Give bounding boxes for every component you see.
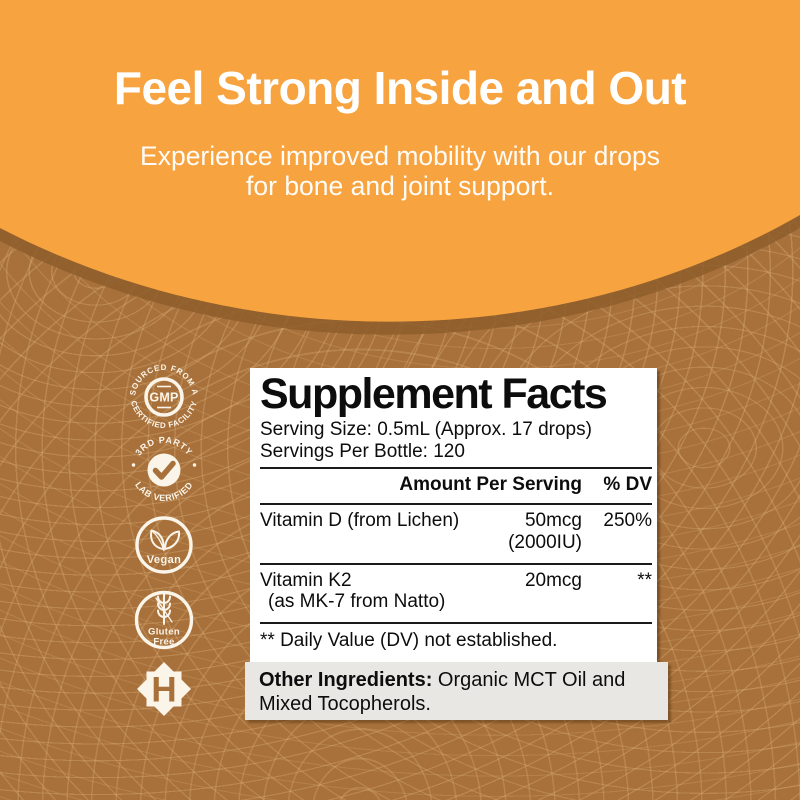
column-percent-dv: % DV <box>603 474 652 496</box>
nutrient-dv: 250% <box>603 509 652 531</box>
brand-logo: H <box>137 662 191 716</box>
vegan-ring <box>135 516 193 574</box>
facts-header-row: Amount Per Serving % DV <box>260 469 652 499</box>
serving-size: Serving Size: 0.5mL (Approx. 17 drops) <box>260 419 592 440</box>
nutrient-amount: 20mcg <box>524 569 582 591</box>
banner-subtitle-line2: for bone and joint support. <box>246 171 554 202</box>
third-party-lab-verified-badge: 3RD PARTY LAB VERIFIED <box>131 435 197 503</box>
table-row-vitamin-d: Vitamin D (from Lichen) 50mcg (2000IU) 2… <box>260 505 652 559</box>
supplement-facts-panel: Supplement Facts Serving Size: 0.5mL (Ap… <box>250 368 657 662</box>
divider <box>260 622 652 625</box>
vegan-label: Vegan <box>147 554 181 566</box>
third-party-dot-left <box>131 463 136 467</box>
brand-letter: H <box>151 671 176 710</box>
nutrient-name: Vitamin K2 (as MK-7 from Natto) <box>260 569 446 613</box>
gluten-free-badge: Gluten Free <box>134 590 194 650</box>
gmp-center-label: GMP <box>149 391 178 405</box>
vegan-badge: Vegan <box>135 516 193 574</box>
banner-curve <box>0 0 800 335</box>
nutrient-amount: 50mcg (2000IU) <box>508 509 582 553</box>
banner-subtitle: Experience improved mobility with our dr… <box>0 141 800 201</box>
gluten-free-ring <box>134 590 194 650</box>
other-ingredients-band: Other Ingredients: Organic MCT Oil and M… <box>245 662 668 720</box>
divider <box>260 502 652 505</box>
third-party-dot-right <box>192 463 197 467</box>
dv-footnote: ** Daily Value (DV) not established. <box>260 630 558 652</box>
gluten-free-label-line1: Gluten <box>148 627 180 638</box>
wheat-icon <box>155 593 173 625</box>
divider <box>260 562 652 565</box>
table-row-vitamin-k2: Vitamin K2 (as MK-7 from Natto) 20mcg ** <box>260 565 652 619</box>
banner-heading: Feel Strong Inside and Out <box>113 62 687 114</box>
banner-subtitle-line1: Experience improved mobility with our dr… <box>140 141 660 171</box>
gmp-ring-icon <box>144 377 184 417</box>
nutrient-dv: ** <box>637 569 652 591</box>
supplement-facts-title: Supplement Facts <box>260 370 608 418</box>
divider <box>260 467 652 470</box>
other-ingredients-text: Organic MCT Oil and Mixed Tocopherols. <box>259 669 626 715</box>
other-ingredients-label: Other Ingredients: <box>259 669 433 691</box>
leaf-icon <box>150 529 181 552</box>
banner-curve-fill <box>0 0 800 322</box>
check-icon <box>152 460 176 480</box>
star-seal-icon <box>137 662 191 716</box>
gluten-free-label-line2: Free <box>153 637 174 648</box>
gmp-badge: SOURCED FROM A CERTIFIED FACILITY GMP <box>128 363 199 430</box>
servings-per-bottle: Servings Per Bottle: 120 <box>260 441 465 463</box>
column-amount-per-serving: Amount Per Serving <box>399 474 582 496</box>
nutrient-name: Vitamin D (from Lichen) <box>260 509 460 531</box>
